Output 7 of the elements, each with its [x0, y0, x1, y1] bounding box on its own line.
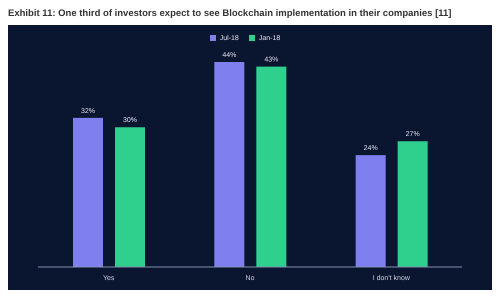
bar — [256, 66, 286, 267]
bar — [115, 127, 145, 267]
bar — [356, 155, 386, 267]
chart-title: Exhibit 11: One third of investors expect to see Blockchain implementation in their companies [11] — [8, 8, 452, 21]
bar — [398, 141, 428, 267]
bar — [73, 118, 103, 267]
bar — [214, 62, 244, 267]
